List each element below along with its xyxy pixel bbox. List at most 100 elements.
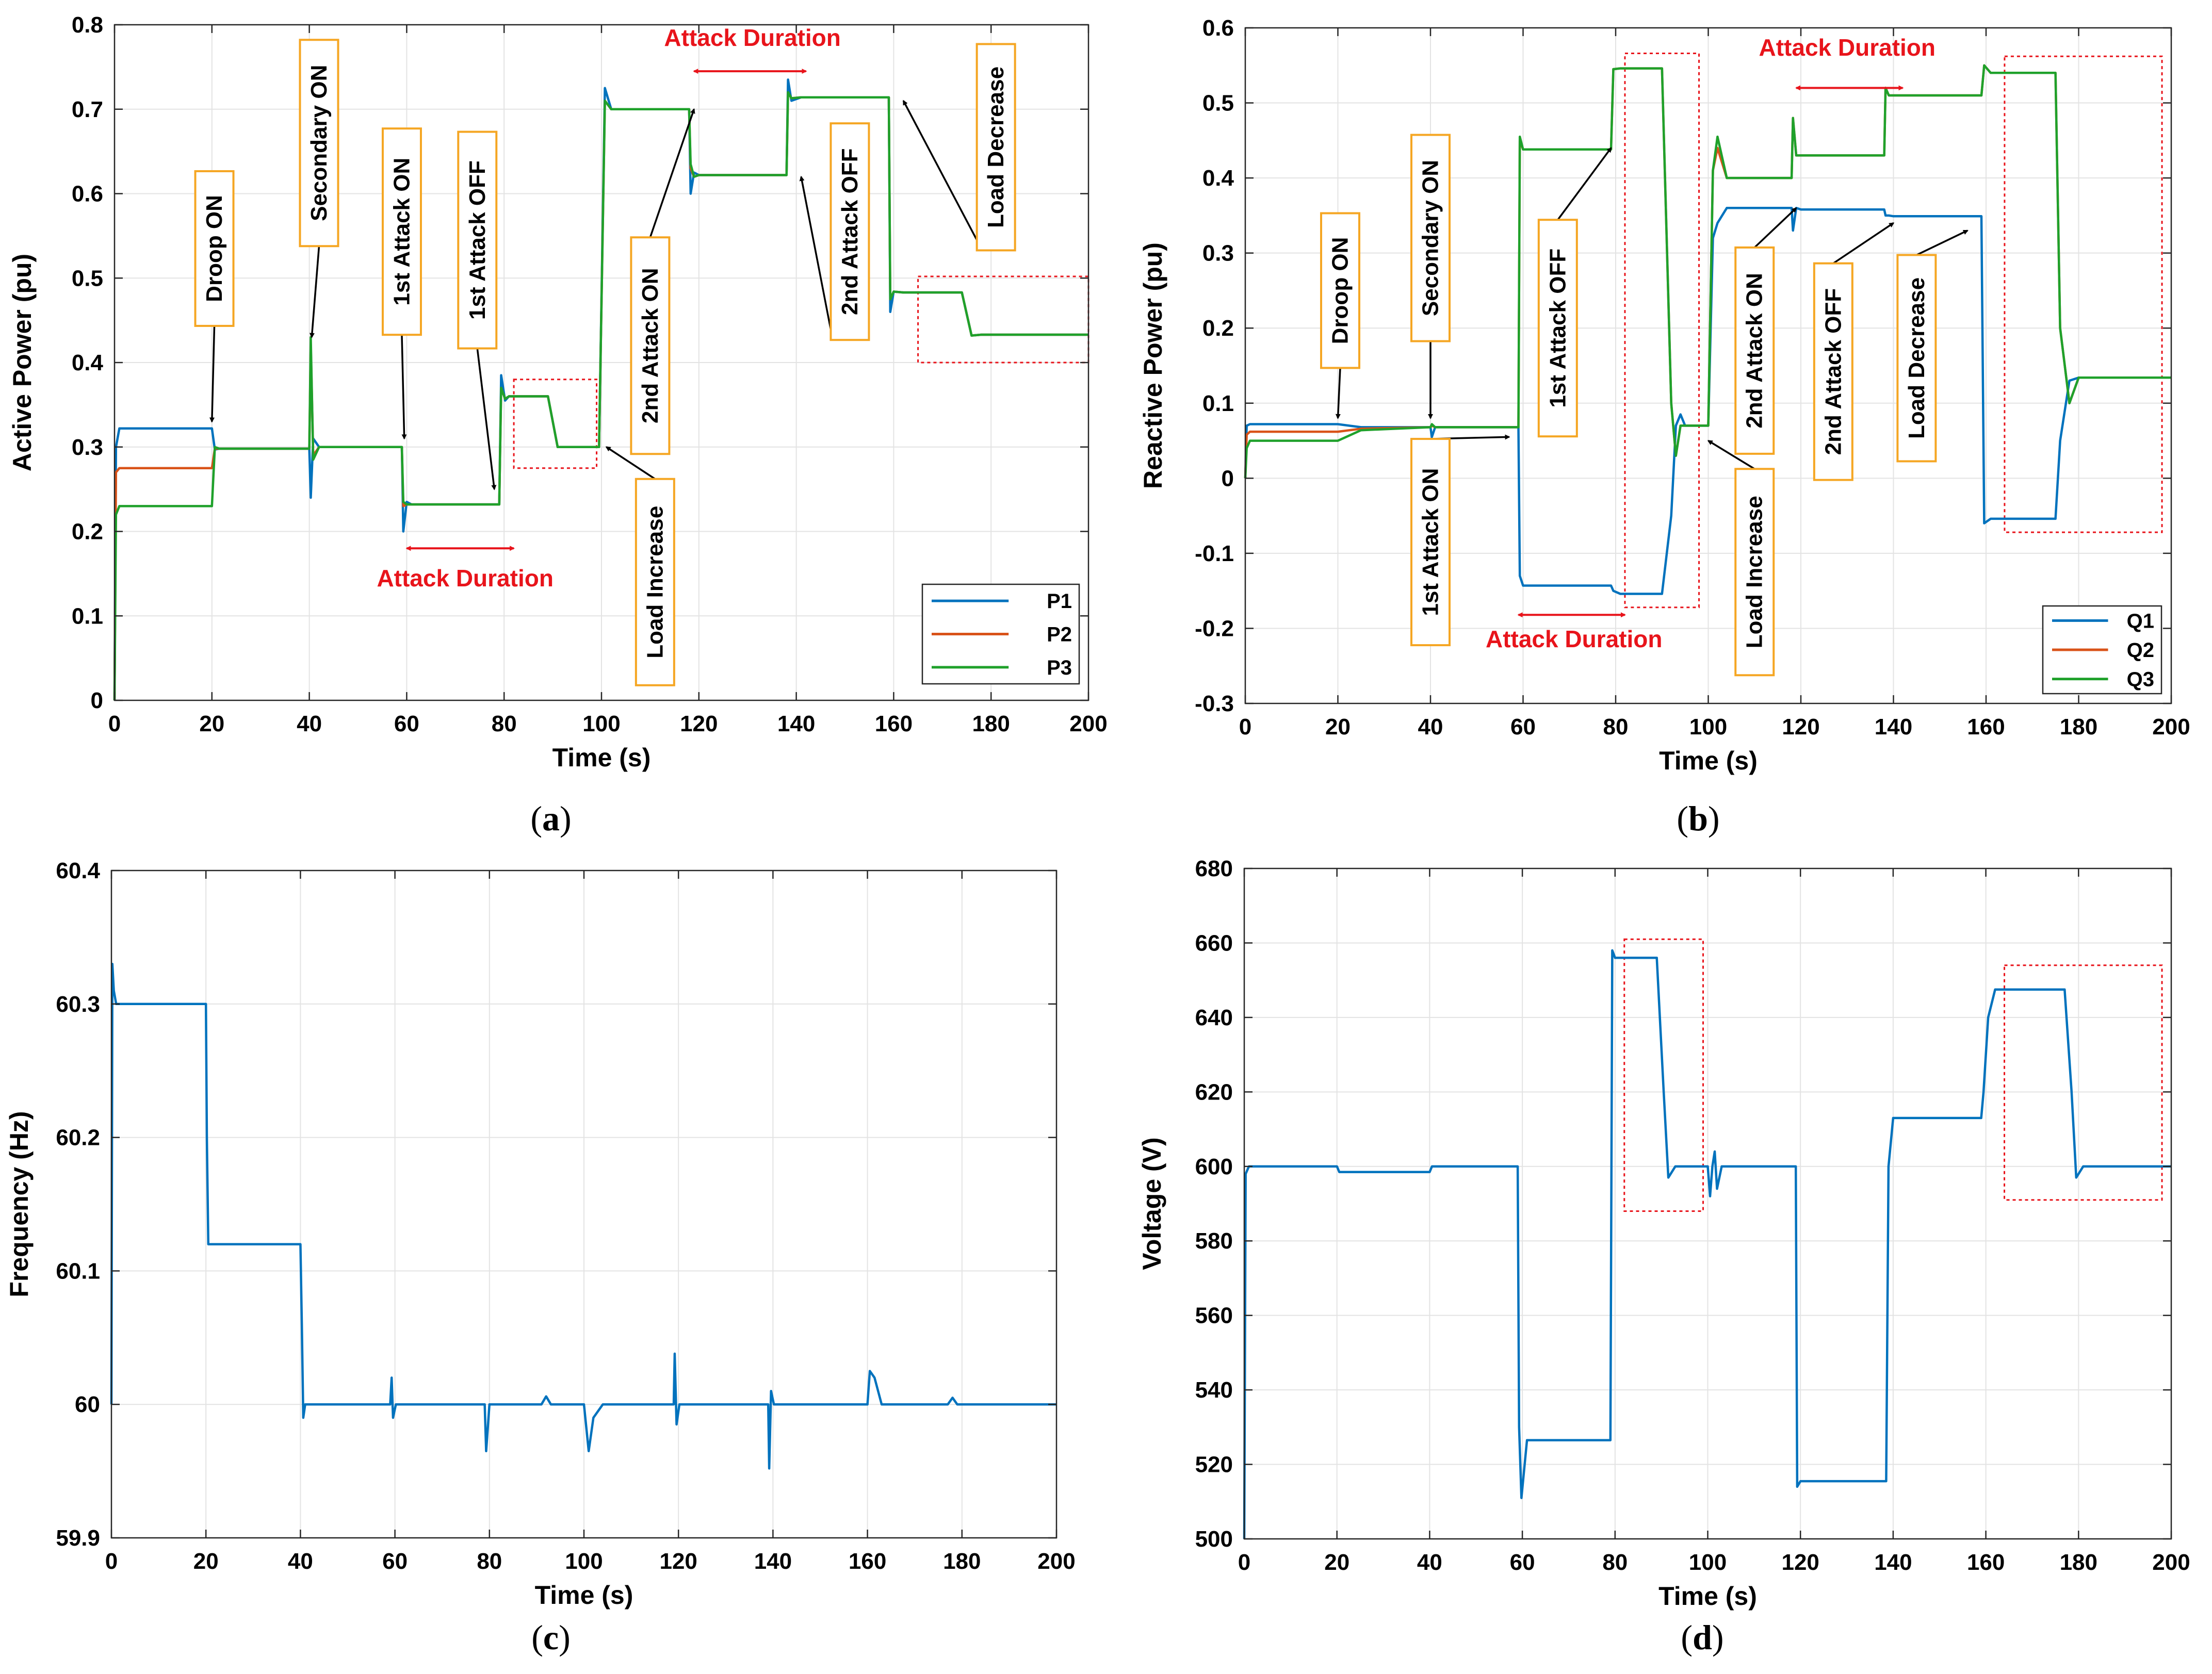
annotation-arrow: [799, 175, 832, 330]
y-tick-label: 620: [1195, 1079, 1233, 1105]
y-tick-label: 540: [1195, 1377, 1233, 1403]
x-tick-label: 200: [2152, 1550, 2190, 1575]
x-axis-label: Time (s): [552, 743, 651, 772]
x-tick-label: 120: [1781, 1550, 1819, 1575]
annotation-box: [1410, 134, 1451, 342]
annotation-arrow: [309, 246, 320, 338]
x-axis-label: Time (s): [1659, 746, 1758, 775]
y-tick-label: -0.1: [1195, 541, 1234, 566]
legend-entry: P1: [1047, 590, 1072, 613]
annotation-box: [1896, 254, 1937, 463]
annotation-label: 2nd Attack OFF: [1820, 288, 1846, 455]
annotation-box: [1537, 219, 1578, 438]
annotation-label: Droop ON: [202, 195, 227, 302]
annotation-box: [1320, 212, 1360, 369]
series-line-s1: [110, 962, 1056, 1470]
annotation-label: Load Increase: [642, 506, 668, 659]
x-tick-label: 180: [943, 1549, 981, 1574]
y-tick-label: 0.2: [72, 519, 103, 545]
y-tick-label: 0.8: [72, 12, 103, 38]
legend: P1 P2 P3: [921, 583, 1080, 685]
legend-entry: P3: [1047, 657, 1072, 679]
y-tick-label: 60.4: [56, 858, 100, 883]
annotation-arrow: [1335, 368, 1341, 419]
x-tick-label: 160: [875, 711, 913, 736]
duration-label: Attack Duration: [1759, 34, 1935, 61]
y-axis-label: Voltage (V): [1137, 1137, 1166, 1270]
x-tick-label: 0: [108, 711, 121, 736]
y-tick-label: 59.9: [56, 1525, 100, 1551]
y-tick-label: 0.4: [72, 350, 104, 375]
x-tick-label: 180: [972, 711, 1010, 736]
annotation-arrow: [476, 348, 497, 490]
x-tick-label: 200: [1069, 711, 1107, 736]
chart-panel-d: 0 20 40 60 80 100 120 140 160 180 200 500 520 540 560 5…: [1137, 856, 2190, 1657]
y-axis-label: Active Power (pu): [8, 254, 37, 471]
series-line-s1: [1243, 949, 2171, 1539]
y-tick-label: 520: [1195, 1452, 1233, 1478]
x-tick-label: 40: [1418, 714, 1443, 740]
annotation-label: 2nd Attack ON: [638, 268, 663, 423]
x-tick-label: 60: [382, 1549, 408, 1574]
highlight-rect: [2004, 55, 2163, 533]
x-axis-label: Time (s): [1658, 1582, 1757, 1611]
x-tick-label: 100: [565, 1549, 603, 1574]
annotation-label: 1st Attack ON: [1418, 468, 1443, 616]
duration-label: Attack Duration: [377, 565, 553, 592]
annotation-box: [194, 170, 235, 327]
duration-label: Attack Duration: [664, 24, 840, 51]
x-tick-label: 160: [849, 1549, 886, 1574]
x-tick-label: 120: [659, 1549, 697, 1574]
annotation-box: [1734, 468, 1775, 677]
highlight-rect: [1623, 938, 1704, 1212]
annotation-label: Secondary ON: [306, 65, 332, 221]
y-tick-label: 680: [1195, 856, 1233, 881]
annotation-label: Droop ON: [1327, 237, 1353, 344]
legend-entry: P2: [1047, 623, 1072, 646]
x-tick-label: 20: [1325, 714, 1351, 740]
annotation-label: 1st Attack OFF: [1545, 249, 1570, 408]
x-tick-label: 20: [1324, 1550, 1349, 1575]
x-tick-label: 140: [777, 711, 815, 736]
annotation-arrow: [1832, 222, 1895, 265]
x-tick-label: 200: [2152, 714, 2190, 740]
annotation-arrow: [1557, 147, 1612, 221]
annotation-box: [299, 39, 339, 248]
x-tick-label: 40: [288, 1549, 313, 1574]
y-tick-label: 0.3: [72, 435, 103, 460]
x-tick-label: 180: [2060, 714, 2097, 740]
annotation-box: [635, 478, 675, 686]
x-tick-label: 100: [1689, 714, 1727, 740]
annotation-arrow: [1916, 229, 1969, 256]
annotation-box: [1410, 438, 1451, 647]
annotation-box: [975, 43, 1016, 252]
annotation-label: 2nd Attack ON: [1742, 273, 1767, 429]
y-tick-label: 0.7: [72, 97, 103, 122]
x-tick-label: 20: [193, 1549, 219, 1574]
annotation-arrow: [902, 100, 978, 241]
x-tick-label: 60: [1510, 714, 1536, 740]
y-tick-label: 0.6: [72, 182, 103, 207]
annotation-arrow: [209, 325, 216, 423]
y-tick-label: 0.5: [72, 266, 103, 291]
x-tick-label: 0: [105, 1549, 118, 1574]
x-tick-label: 60: [1510, 1550, 1535, 1575]
x-tick-label: 140: [754, 1549, 792, 1574]
y-tick-label: 560: [1195, 1303, 1233, 1328]
y-tick-label: 0.2: [1202, 316, 1234, 341]
y-tick-label: 0.1: [72, 603, 103, 629]
annotation-arrow: [1707, 440, 1755, 470]
y-axis-label: Frequency (Hz): [5, 1111, 34, 1297]
x-axis-label: Time (s): [535, 1581, 633, 1610]
highlight-rect: [2004, 964, 2163, 1201]
y-tick-label: 0.3: [1202, 241, 1234, 266]
annotation-box: [1813, 262, 1853, 481]
annotation-label: 1st Attack OFF: [465, 160, 490, 320]
annotation-box: [457, 130, 498, 350]
y-tick-label: 600: [1195, 1154, 1233, 1179]
y-tick-label: 580: [1195, 1228, 1233, 1254]
chart-panel-b: 0 20 40 60 80 100 120 140 160 180 200 -0.3 -0.2 -0.1 0…: [1138, 15, 2190, 838]
legend-entry: Q1: [2127, 610, 2154, 632]
